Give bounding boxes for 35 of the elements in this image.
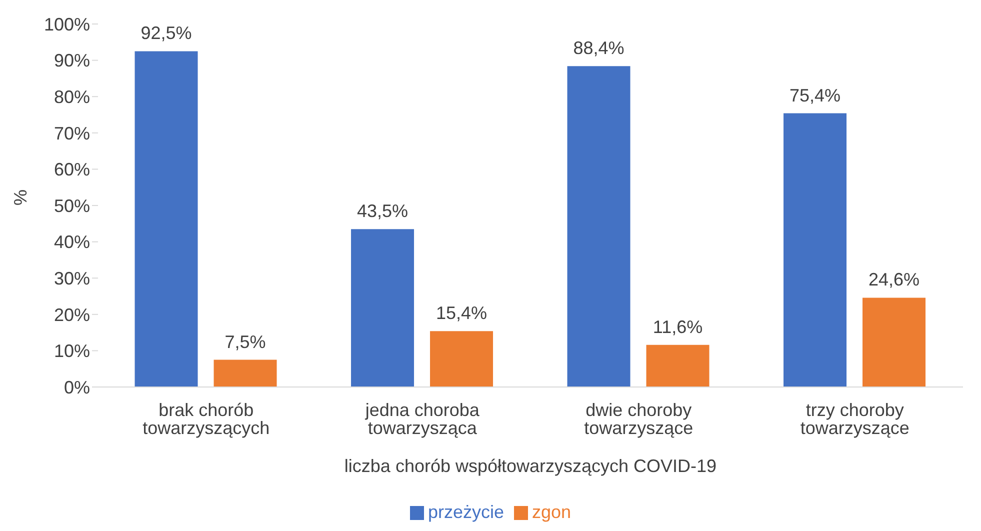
data-label: 15,4% bbox=[436, 303, 488, 324]
bar bbox=[784, 113, 847, 387]
y-tick-label: 100% bbox=[44, 14, 90, 34]
x-tick-label: brak chorób towarzyszących bbox=[142, 400, 270, 438]
y-tick-label: 80% bbox=[54, 86, 90, 107]
bar bbox=[567, 66, 630, 387]
x-tick-label: jedna choroba towarzysząca bbox=[364, 400, 480, 438]
x-tick-label: dwie choroby towarzyszące bbox=[584, 400, 694, 438]
x-tick-label: trzy choroby towarzyszące bbox=[800, 400, 910, 438]
legend-label: przeżycie bbox=[428, 502, 504, 522]
data-label: 24,6% bbox=[868, 270, 920, 290]
y-tick-label: 20% bbox=[54, 304, 90, 325]
data-label: 7,5% bbox=[224, 332, 266, 352]
y-tick-label: 0% bbox=[64, 377, 90, 398]
data-label: 75,4% bbox=[789, 85, 841, 106]
y-tick-label: 60% bbox=[54, 160, 90, 180]
bar bbox=[646, 344, 710, 387]
bar bbox=[862, 298, 926, 387]
y-tick-label: 10% bbox=[54, 341, 90, 362]
y-axis-title: % bbox=[10, 189, 30, 206]
bar bbox=[214, 360, 277, 387]
y-tick-label: 90% bbox=[54, 50, 90, 71]
bar bbox=[351, 229, 414, 387]
bar bbox=[430, 331, 494, 387]
data-label: 11,6% bbox=[652, 316, 703, 337]
y-tick-label: 70% bbox=[54, 123, 90, 144]
y-tick-label: 50% bbox=[54, 196, 90, 216]
bar bbox=[134, 51, 198, 387]
data-label: 92,5% bbox=[140, 23, 192, 44]
y-tick-label: 30% bbox=[54, 268, 90, 288]
x-axis-title: liczba chorób współtowarzyszących COVID-19 bbox=[344, 456, 717, 476]
y-tick-label: 40% bbox=[54, 232, 90, 252]
data-label: 43,5% bbox=[356, 201, 408, 222]
data-label: 88,4% bbox=[573, 38, 624, 58]
legend-label: zgon bbox=[532, 502, 572, 522]
